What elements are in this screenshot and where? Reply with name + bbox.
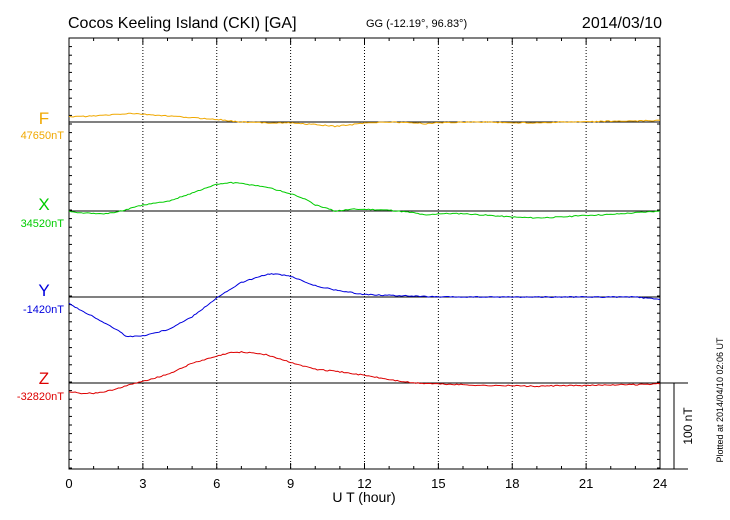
- grid-lines: [142, 38, 587, 469]
- x-tick-label: 3: [139, 476, 146, 491]
- series-lines: [68, 112, 661, 395]
- x-tick-labels: 0 3 6 9 12 15 18 21 24: [65, 476, 667, 491]
- series-name-z: Z: [39, 369, 49, 388]
- x-tick-label: 0: [65, 476, 72, 491]
- x-tick-label: 18: [505, 476, 519, 491]
- series-name-x: X: [38, 195, 49, 214]
- plotted-at-note: Plotted at 2014/04/10 02:06 UT: [715, 337, 725, 463]
- x-tick-label: 15: [431, 476, 445, 491]
- chart-date: 2014/03/10: [582, 15, 662, 32]
- series-baseline-x: 34520nT: [21, 218, 65, 230]
- series-name-f: F: [39, 109, 49, 128]
- x-tick-label: 24: [653, 476, 667, 491]
- x-tick-label: 6: [213, 476, 220, 491]
- series-line-z: [68, 351, 661, 395]
- series-line-y: [68, 273, 661, 338]
- axis-ticks: [68, 37, 661, 469]
- series-baseline-f: 47650nT: [21, 130, 65, 142]
- series-line-x: [68, 181, 661, 219]
- x-tick-label: 21: [579, 476, 593, 491]
- x-axis-label: U T (hour): [332, 489, 395, 505]
- x-tick-label: 9: [287, 476, 294, 491]
- station-coordinates: GG (-12.19°, 96.83°): [366, 18, 467, 30]
- scale-bar-label: 100 nT: [681, 407, 695, 445]
- series-name-y: Y: [38, 281, 49, 300]
- series-baseline-z: -32820nT: [17, 391, 64, 403]
- x-tick-label: 12: [357, 476, 371, 491]
- series-line-f: [68, 112, 661, 128]
- series-labels: F 47650nT X 34520nT Y -1420nT Z -32820nT: [17, 109, 64, 403]
- chart-title: Cocos Keeling Island (CKI) [GA]: [68, 15, 297, 32]
- scale-bar: 100 nT: [660, 382, 695, 470]
- series-baseline-y: -1420nT: [23, 304, 64, 316]
